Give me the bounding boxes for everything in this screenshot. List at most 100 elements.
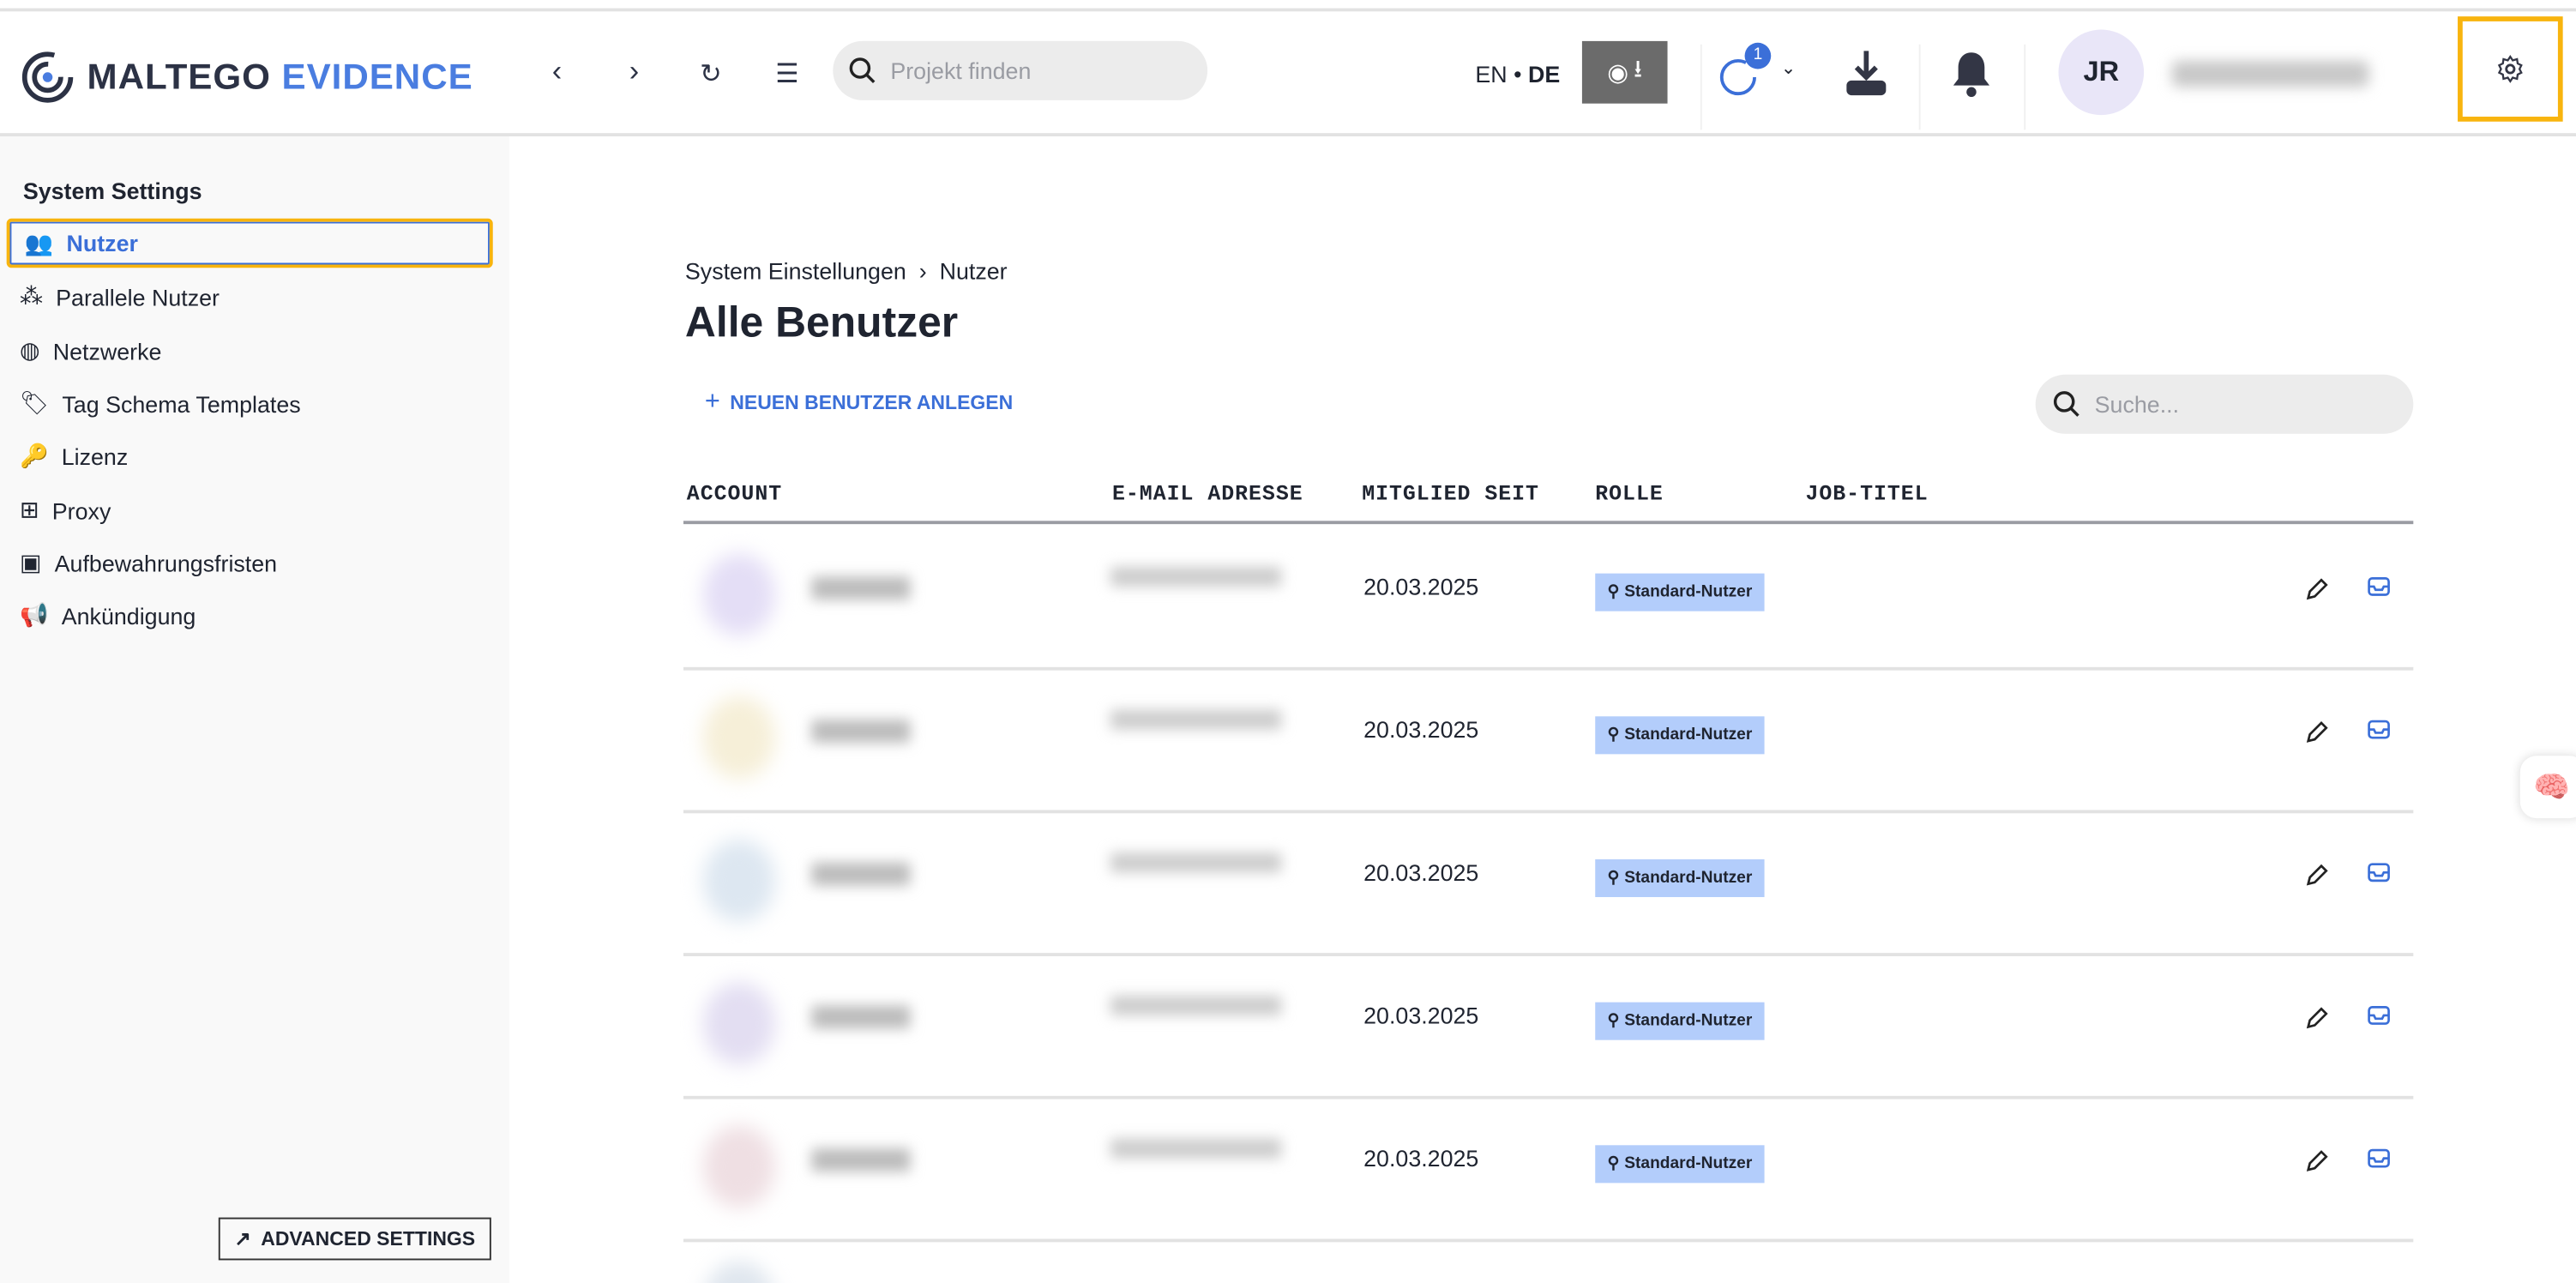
- role-badge: ⚲ Standard-Nutzer: [1595, 716, 1765, 755]
- sidebar-item-parallele-nutzer[interactable]: ⁂ Parallele Nutzer: [20, 283, 220, 311]
- sidebar-item-label: Lizenz: [61, 443, 129, 469]
- role-label: Standard-Nutzer: [1624, 1012, 1753, 1031]
- brain-icon: 🧠: [2533, 769, 2571, 803]
- inbox-icon[interactable]: [2366, 1003, 2392, 1029]
- breadcrumb: System Einstellungen › Nutzer: [685, 258, 1008, 285]
- chevron-right-icon: ›: [918, 257, 927, 285]
- column-header-account[interactable]: ACCOUNT: [686, 481, 783, 507]
- advanced-settings-button[interactable]: ↗ ADVANCED SETTINGS: [218, 1217, 491, 1261]
- ai-assistant-button[interactable]: 🧠: [2519, 756, 2576, 819]
- calendar-x-icon: ▣: [19, 548, 42, 575]
- settings-button[interactable]: [2458, 16, 2563, 122]
- table-row[interactable]: 20.03.2025 ⚲ Standard-Nutzer: [683, 953, 2414, 1099]
- bell-icon[interactable]: [1948, 48, 1995, 100]
- sidebar-item-label: Ankündigung: [61, 602, 196, 629]
- download-icon[interactable]: [1844, 48, 1890, 100]
- divider: [2024, 44, 2026, 130]
- column-header-role[interactable]: ROLLE: [1595, 481, 1664, 507]
- role-badge: ⚲ Standard-Nutzer: [1595, 858, 1765, 898]
- add-user-label: NEUEN BENUTZER ANLEGEN: [730, 390, 1014, 414]
- edit-icon[interactable]: [2303, 1005, 2330, 1032]
- chrome-extension-download-button[interactable]: ◉ ⭳: [1581, 40, 1668, 104]
- sidebar-item-lizenz[interactable]: 🔑 Lizenz: [20, 442, 128, 470]
- refresh-icon[interactable]: ↻: [700, 60, 722, 89]
- table-row[interactable]: 20.03.2025 ⚲ Standard-Nutzer: [683, 810, 2414, 956]
- edit-icon[interactable]: [2303, 720, 2330, 746]
- user-name-blurred[interactable]: [2171, 60, 2369, 87]
- sidebar-item-netzwerke[interactable]: ◍ Netzwerke: [20, 337, 161, 365]
- sidebar-item-label: Proxy: [51, 497, 111, 524]
- member-since: 20.03.2025: [1363, 1002, 1479, 1029]
- breadcrumb-system[interactable]: System Einstellungen: [684, 257, 906, 285]
- lang-separator: •: [1514, 60, 1522, 87]
- sidebar-title: System Settings: [22, 177, 202, 204]
- column-header-member-since[interactable]: MITGLIED SEIT: [1362, 481, 1539, 507]
- brand-product: EVIDENCE: [281, 56, 473, 98]
- account-name-blurred: [811, 576, 911, 600]
- divider: [1918, 44, 1921, 130]
- edit-icon[interactable]: [2303, 863, 2330, 889]
- account-name-blurred: [811, 720, 911, 743]
- back-icon[interactable]: ‹: [551, 54, 563, 87]
- search-icon: [849, 57, 876, 84]
- user-avatar[interactable]: JR: [2058, 29, 2145, 116]
- email-blurred: [1110, 1138, 1282, 1159]
- row-avatar: [702, 839, 776, 922]
- sidebar: System Settings: [0, 136, 509, 1283]
- account-name-blurred: [811, 1005, 911, 1029]
- role-label: Standard-Nutzer: [1624, 583, 1753, 602]
- row-avatar: [702, 696, 776, 780]
- table-row[interactable]: 20.03.2025 ⚲ Standard-Nutzer: [683, 1096, 2414, 1243]
- member-since: 20.03.2025: [1363, 716, 1479, 743]
- user-icon: ⚲: [1607, 869, 1620, 888]
- tasks-progress-icon[interactable]: [1717, 54, 1763, 100]
- sidebar-item-label: Aufbewahrungsfristen: [54, 549, 278, 576]
- account-name-blurred: [811, 1148, 911, 1172]
- column-header-job-title[interactable]: JOB-TITEL: [1805, 481, 1929, 507]
- email-blurred: [1110, 566, 1282, 587]
- chrome-icon: ◉: [1607, 58, 1629, 87]
- column-header-email[interactable]: E-MAIL ADRESSE: [1111, 481, 1303, 507]
- lang-en[interactable]: EN: [1475, 60, 1508, 87]
- project-search-input[interactable]: Projekt finden: [833, 40, 1208, 100]
- email-blurred: [1110, 995, 1282, 1015]
- lang-de[interactable]: DE: [1527, 60, 1561, 87]
- megaphone-icon: 📢: [19, 601, 49, 628]
- list-icon[interactable]: ☰: [775, 60, 799, 89]
- row-avatar: [702, 982, 776, 1065]
- inbox-icon[interactable]: [2366, 859, 2392, 886]
- tags-icon: 🏷: [19, 389, 50, 416]
- inbox-icon[interactable]: [2366, 574, 2392, 600]
- inbox-icon[interactable]: [2366, 1145, 2392, 1172]
- member-since: 20.03.2025: [1363, 573, 1479, 600]
- forward-icon[interactable]: ›: [629, 54, 640, 87]
- user-icon: ⚲: [1607, 726, 1620, 744]
- table-row[interactable]: 20.03.2025 ⚲ Standard-Nutzer: [683, 524, 2414, 671]
- add-user-button[interactable]: + NEUEN BENUTZER ANLEGEN: [705, 388, 1013, 417]
- chevron-down-icon[interactable]: ⌄: [1780, 58, 1797, 79]
- role-badge: ⚲ Standard-Nutzer: [1595, 1145, 1765, 1184]
- row-avatar: [702, 1125, 776, 1208]
- sidebar-item-nutzer[interactable]: 👥 Nutzer: [6, 218, 493, 268]
- header: MALTEGO EVIDENCE ‹ › ↻ ☰ Projekt finden …: [0, 11, 2576, 137]
- maltego-logo-icon: [21, 51, 74, 103]
- logo[interactable]: MALTEGO EVIDENCE: [21, 49, 473, 105]
- brand-name: MALTEGO: [87, 56, 271, 98]
- role-label: Standard-Nutzer: [1624, 869, 1753, 888]
- inbox-icon[interactable]: [2366, 716, 2392, 743]
- top-border: [0, 0, 2576, 12]
- sidebar-item-aufbewahrungsfristen[interactable]: ▣ Aufbewahrungsfristen: [20, 549, 277, 577]
- sidebar-item-label: Nutzer: [66, 230, 138, 256]
- user-icon: ⚲: [1607, 583, 1620, 602]
- role-badge: ⚲ Standard-Nutzer: [1595, 1002, 1765, 1040]
- edit-icon[interactable]: [2303, 1148, 2330, 1175]
- key-icon: 🔑: [19, 442, 49, 469]
- sidebar-item-tag-schema-templates[interactable]: 🏷 Tag Schema Templates: [20, 389, 301, 418]
- edit-icon[interactable]: [2303, 576, 2330, 603]
- row-avatar: [702, 553, 776, 636]
- sidebar-item-proxy[interactable]: ⊞ Proxy: [20, 497, 111, 525]
- sidebar-item-ankuendigung[interactable]: 📢 Ankündigung: [20, 601, 196, 629]
- table-row[interactable]: 20.03.2025 ⚲ Standard-Nutzer: [683, 667, 2414, 814]
- users-icon: 👥: [24, 229, 54, 256]
- user-search-input[interactable]: Suche...: [2035, 374, 2414, 434]
